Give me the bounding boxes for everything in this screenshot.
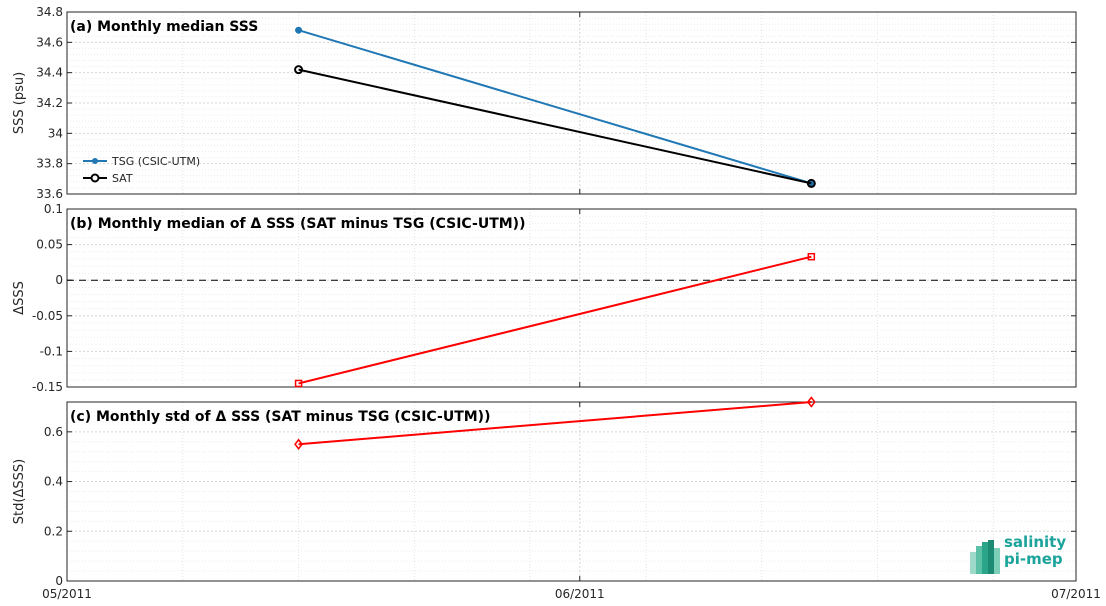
legend-marker (92, 158, 98, 164)
y-tick-label: 34 (48, 126, 63, 140)
x-tick-label: 06/2011 (555, 587, 605, 601)
y-tick-label: -0.05 (32, 309, 63, 323)
y-tick-label: 34.8 (36, 5, 63, 19)
y-tick-label: 0.2 (44, 524, 63, 538)
y-tick-label: 0 (55, 574, 63, 588)
legend-marker (90, 173, 100, 183)
y-tick-label: 34.2 (36, 96, 63, 110)
panel-title: (a) Monthly median SSS (70, 19, 258, 35)
logo-line-2: pi-mep (1004, 550, 1063, 568)
y-tick-label: 33.6 (36, 187, 63, 201)
legend-entry: TSG (CSIC-UTM) (111, 155, 200, 168)
y-tick-label: 0.05 (36, 238, 63, 252)
y-axis-label: ΔSSS (12, 281, 27, 315)
wave-logo-icon (970, 540, 1000, 574)
y-tick-label: -0.15 (32, 380, 63, 394)
y-tick-label: 0.4 (44, 475, 63, 489)
panel-title: (b) Monthly median of Δ SSS (SAT minus T… (70, 216, 525, 232)
data-point (294, 65, 304, 75)
data-point (806, 396, 816, 408)
series-line-delta (298, 401, 812, 446)
x-tick-label: 05/2011 (42, 587, 92, 601)
y-tick-label: 33.8 (36, 157, 63, 171)
panel-a: 33.6 33.8 34 34.2 34.4 34.6 34.8 (a) Monthly me… (12, 5, 1077, 201)
series-line-tsg (298, 29, 812, 185)
panel-c: 0 0.2 0.4 0.6 (c) Monthly std of Δ SSS (SAT … (12, 396, 1101, 601)
y-tick-label: 34.6 (36, 35, 63, 49)
series-line-delta (298, 255, 812, 385)
axes-frame (66, 401, 1077, 582)
panel-title: (c) Monthly std of Δ SSS (SAT minus TSG … (70, 409, 490, 425)
y-axis-label: Std(ΔSSS) (12, 459, 27, 524)
legend-entry: SAT (112, 172, 133, 185)
y-tick-label: 0 (55, 273, 63, 287)
data-point (807, 252, 816, 261)
data-point (806, 178, 816, 188)
salinity-pi-mep-logo: salinity pi-mep (968, 534, 1072, 578)
axes-frame (66, 208, 1077, 388)
data-point (294, 379, 303, 388)
y-tick-label: -0.1 (40, 344, 63, 358)
panel-b: -0.15 -0.1 -0.05 0 0.05 0.1 (b) Monthly median… (12, 202, 1077, 394)
y-axis-label: SSS (psu) (12, 72, 27, 134)
logo-line-1: salinity (1004, 533, 1067, 551)
y-tick-label: 0.6 (44, 425, 63, 439)
data-point (294, 438, 304, 450)
series-line-sat (298, 68, 812, 185)
data-point (295, 26, 303, 34)
y-tick-label: 0.1 (44, 202, 63, 216)
y-tick-label: 34.4 (36, 66, 63, 80)
x-tick-label: 07/2011 (1051, 587, 1101, 601)
